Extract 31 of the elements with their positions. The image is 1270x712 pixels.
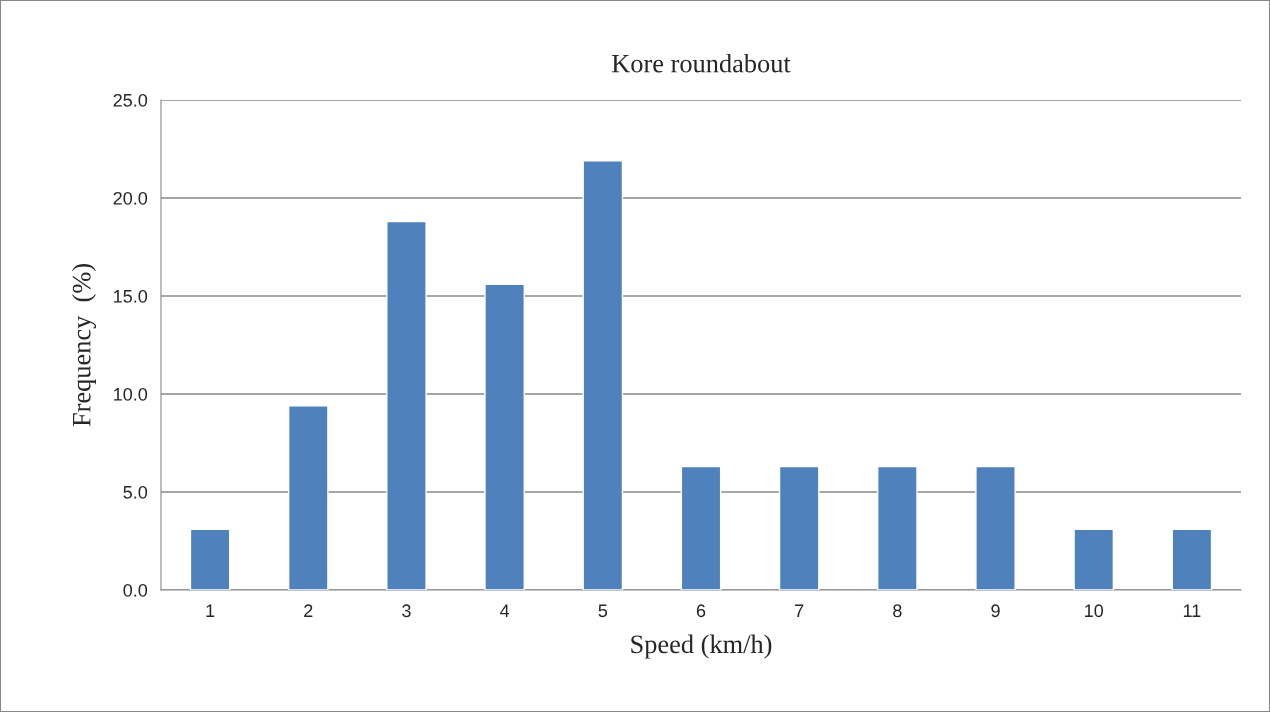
y-axis-title: Frequency (%) [72, 264, 96, 427]
x-tick-label: 4 [500, 604, 510, 617]
bar [1171, 528, 1213, 590]
x-tick-label: 7 [795, 604, 804, 617]
bar [680, 465, 722, 590]
x-tick-label: 6 [696, 604, 706, 618]
bar [287, 405, 329, 590]
x-tick-label: 9 [991, 604, 1000, 618]
y-tick-label: 25.0 [113, 93, 148, 107]
x-tick-label: 3 [402, 604, 411, 618]
bar [877, 465, 918, 590]
x-tick-label: 10 [1085, 604, 1104, 618]
bar [386, 220, 427, 590]
y-tick-label: 5.0 [123, 485, 148, 499]
x-tick-label: 2 [304, 604, 313, 617]
y-tick-label: 0.0 [123, 583, 148, 597]
x-tick-label: 8 [893, 604, 902, 618]
bar [484, 283, 525, 590]
x-tick-label: 11 [1183, 604, 1201, 617]
x-tick-label: 5 [598, 604, 608, 618]
bar [1073, 528, 1115, 590]
bar [778, 465, 820, 590]
x-axis-title: Speed (km/h) [631, 634, 772, 659]
y-tick-label: 15.0 [114, 289, 148, 303]
y-tick-label: 20.0 [113, 191, 148, 205]
bar [975, 465, 1016, 590]
bar [189, 528, 231, 590]
bar [582, 160, 624, 590]
y-tick-label: 10.0 [114, 387, 148, 401]
x-tick-label: 1 [206, 604, 215, 617]
chart-title: Kore roundabout [611, 53, 791, 73]
